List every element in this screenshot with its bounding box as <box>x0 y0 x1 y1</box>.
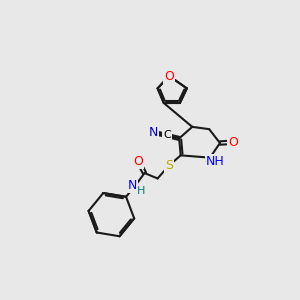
Text: NH: NH <box>206 155 225 168</box>
Text: O: O <box>164 70 174 83</box>
Text: C: C <box>163 130 171 140</box>
Text: O: O <box>134 155 143 168</box>
Text: N: N <box>128 179 137 192</box>
Text: S: S <box>165 159 173 172</box>
Text: H: H <box>137 186 146 196</box>
Text: O: O <box>228 136 238 149</box>
Text: N: N <box>148 126 158 139</box>
